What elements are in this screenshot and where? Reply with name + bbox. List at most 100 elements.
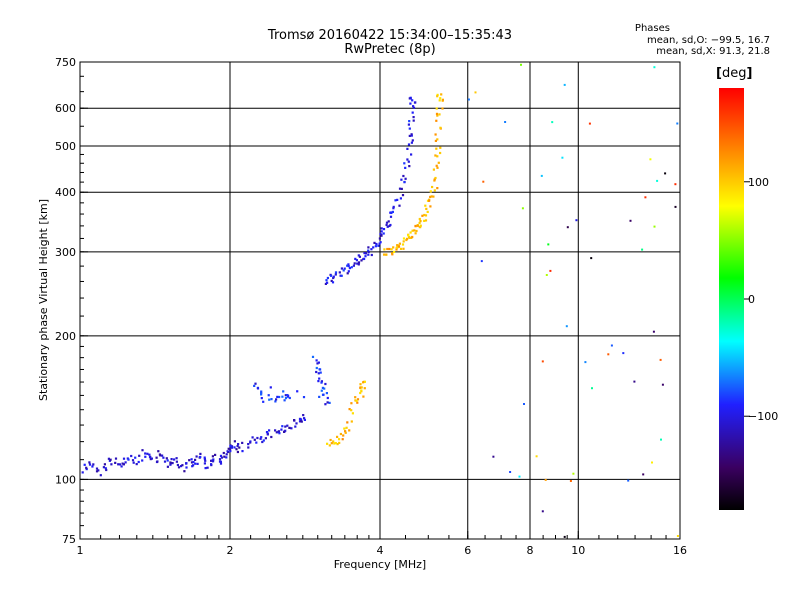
echo-point-s0-6-2 [138,454,141,457]
noise-point-9 [547,243,550,246]
echo-point-s1-12-5 [399,197,402,200]
noise-point-3 [649,158,652,161]
echo-point-s1-18-1 [409,102,412,105]
echo-point-s0-20-5 [230,446,233,449]
echo-point-s0-24-5 [264,437,267,440]
echo-point-s0-19-5 [229,448,232,451]
echo-point-s1-6-2 [363,252,366,255]
echo-point-s0-9-5 [163,460,167,463]
echo-point-s1-1-2 [332,276,335,280]
echo-point-s4-6-3 [267,394,270,397]
echo-point-s0-5-3 [132,461,135,464]
echo-point-s0-19-4 [229,450,232,453]
noise-point-47 [520,63,522,66]
echo-point-s0-14-2 [194,462,197,465]
echo-point-s1-4-4 [354,257,357,260]
noise-point-41 [521,207,524,210]
echo-point-s1-15-5 [411,139,414,142]
noise-point-33 [482,180,485,183]
echo-point-s1-15-0 [407,160,410,163]
echo-point-s1-12-0 [392,207,395,210]
echo-point-s2-13-5 [435,119,438,122]
echo-point-s2-1-3 [392,246,395,249]
noise-point-44 [644,196,647,199]
echo-point-s4-2-3 [323,387,326,390]
echo-point-s1-15-3 [407,143,411,146]
echo-point-s0-13-1 [190,461,194,464]
echo-point-s4-4-2 [302,396,306,399]
echo-point-s0-3-1 [110,463,113,466]
echo-point-s1-10-0 [382,228,386,231]
echo-point-s3-3-3 [351,412,354,415]
echo-point-s2-12-3 [439,151,442,155]
echo-point-s1-11-5 [391,210,394,213]
echo-points [81,63,679,538]
echo-point-s0-3-3 [114,457,118,460]
echo-point-s1-16-5 [412,119,415,122]
echo-point-s2-12-5 [439,146,442,149]
echo-point-s4-5-1 [253,384,256,387]
echo-point-s1-12-1 [392,205,395,208]
echo-point-s2-11-0 [433,179,436,182]
echo-point-s0-12-1 [181,464,184,467]
echo-point-s2-14-3 [435,107,438,110]
noise-point-30 [572,472,575,475]
echo-point-s0-4-1 [117,463,120,466]
echo-point-s0-3-4 [114,461,117,464]
echo-point-s0-24-2 [262,439,265,442]
x-tick-label-5: 10 [571,544,585,557]
echo-point-s2-12-4 [435,147,438,150]
echo-point-s1-2-0 [338,271,341,274]
noise-point-48 [591,387,593,390]
echo-point-s3-2-0 [341,438,344,441]
echo-point-s0-10-2 [169,463,172,466]
echo-point-s0-11-3 [179,465,183,468]
echo-point-s3-3-0 [345,426,348,429]
echo-point-s4-1-0 [315,366,318,370]
echo-point-s2-4-5 [409,231,412,234]
echo-point-s3-1-4 [338,438,341,441]
echo-point-s0-1-1 [88,463,92,466]
echo-point-s4-0-1 [311,355,315,358]
echo-point-s2-4-1 [406,237,409,240]
echo-point-s0-11-5 [176,463,179,467]
echo-point-s4-7-0 [274,400,277,403]
echo-point-s0-4-3 [122,463,125,466]
echo-point-s0-1-5 [95,467,99,470]
echo-point-s1-5-1 [355,259,358,262]
echo-point-s1-14-2 [404,166,407,169]
echo-point-s0-12-0 [183,470,186,473]
x-tick-label-1: 2 [227,544,234,557]
echo-point-s4-6-4 [270,398,273,401]
echo-point-s2-0-0 [383,253,386,256]
echo-point-s1-17-4 [412,106,416,109]
echo-point-s1-12-4 [396,198,399,201]
echo-point-s2-6-0 [415,229,418,233]
echo-point-s0-6-5 [141,449,144,452]
noise-point-26 [642,473,645,476]
echo-point-s0-7-0 [144,452,147,455]
grid-lines [80,62,681,539]
echo-point-s1-5-3 [358,255,361,258]
echo-point-s1-16-2 [410,133,413,136]
echo-point-s2-3-4 [402,237,406,240]
echo-point-s3-2-5 [348,429,351,432]
echo-point-s0-20-0 [226,450,229,453]
stats-heading: Phases [634,23,670,34]
echo-point-s4-2-2 [324,382,327,386]
echo-point-s4-5-4 [260,392,263,395]
echo-point-s1-3-4 [348,267,351,270]
echo-point-s1-8-2 [374,245,377,248]
echo-point-s4-1-5 [317,380,320,383]
echo-point-s1-12-3 [394,199,397,202]
echo-point-s0-2-1 [102,466,105,469]
echo-point-s4-5-5 [260,390,263,393]
echo-point-s2-6-2 [414,225,417,228]
echo-point-s3-3-2 [350,420,353,423]
echo-point-s1-0-1 [325,279,328,282]
echo-point-s1-6-5 [367,253,370,256]
echo-point-s0-13-0 [188,459,191,462]
echo-point-s2-10-3 [431,185,434,189]
echo-point-s1-14-0 [404,177,407,180]
